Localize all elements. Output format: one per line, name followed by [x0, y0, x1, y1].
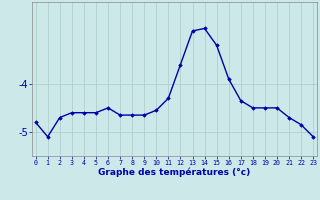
- X-axis label: Graphe des températures (°c): Graphe des températures (°c): [98, 168, 251, 177]
